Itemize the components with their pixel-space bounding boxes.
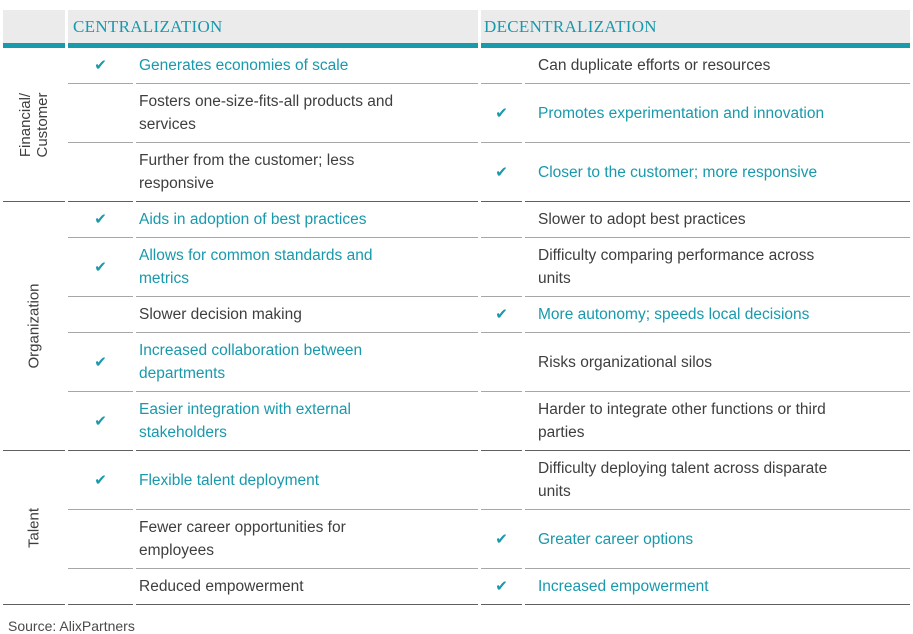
- centralization-cell: Slower decision making: [136, 297, 478, 333]
- centralization-cell: Reduced empowerment: [136, 569, 478, 605]
- check-icon: ✔: [495, 577, 508, 595]
- check-icon: ✔: [495, 162, 508, 181]
- table-row: Further from the customer; less responsi…: [3, 143, 911, 202]
- table-row: Organization ✔ Aids in adoption of best …: [3, 202, 911, 451]
- group-label-text: Organization: [25, 283, 43, 369]
- check-cell-left: ✔: [68, 238, 133, 297]
- centralization-cell: Fewer career opportunities for employees: [136, 510, 478, 569]
- table-row: Financial/ Customer ✔ Generates economie…: [3, 48, 911, 202]
- source-note: Source: AlixPartners: [8, 618, 135, 634]
- decentralization-cell: Harder to integrate other functions or t…: [525, 392, 911, 451]
- table-row: ✔ Allows for common standards and metric…: [3, 238, 911, 297]
- check-cell-right: [481, 202, 522, 238]
- check-cell-right: ✔: [481, 510, 522, 569]
- check-cell-right: [481, 238, 522, 297]
- check-cell-left: [68, 510, 133, 569]
- check-icon: ✔: [94, 352, 107, 371]
- check-icon: ✔: [94, 210, 107, 228]
- table-row: Reduced empowerment ✔ Increased empowerm…: [3, 569, 911, 605]
- check-icon: ✔: [94, 470, 107, 489]
- table-row: Slower decision making ✔ More autonomy; …: [3, 297, 911, 333]
- decentralization-cell: Greater career options: [525, 510, 911, 569]
- decentralization-cell: Risks organizational silos: [525, 333, 911, 392]
- check-icon: ✔: [94, 56, 107, 74]
- table-row: Talent ✔ Flexible talent deployment Diff…: [3, 451, 911, 605]
- decentralization-cell: Difficulty deploying talent across dispa…: [525, 451, 911, 510]
- check-cell-left: [68, 569, 133, 605]
- check-cell-left: ✔: [68, 333, 133, 392]
- centralization-decentralization-table: CENTRALIZATION DECENTRALIZATION Financia…: [0, 10, 913, 605]
- check-icon: ✔: [495, 529, 508, 548]
- decentralization-cell: Increased empowerment: [525, 569, 911, 605]
- check-cell-right: ✔: [481, 297, 522, 333]
- check-cell-right: [481, 392, 522, 451]
- table-row: ✔ Easier integration with external stake…: [3, 392, 911, 451]
- check-cell-right: ✔: [481, 569, 522, 605]
- check-cell-right: [481, 48, 522, 84]
- check-cell-right: ✔: [481, 84, 522, 143]
- column-header-decentralization: DECENTRALIZATION: [481, 10, 911, 48]
- check-cell-left: [68, 297, 133, 333]
- centralization-cell: Flexible talent deployment: [136, 451, 478, 510]
- group-label-talent: Talent: [3, 451, 65, 605]
- header-row: CENTRALIZATION DECENTRALIZATION: [3, 10, 911, 48]
- group-label-financial-customer: Financial/ Customer: [3, 48, 65, 202]
- check-cell-left: [68, 84, 133, 143]
- decentralization-cell: Closer to the customer; more responsive: [525, 143, 911, 202]
- check-cell-right: ✔: [481, 143, 522, 202]
- check-cell-left: ✔: [68, 48, 133, 84]
- header-spacer: [3, 10, 65, 48]
- centralization-cell: Aids in adoption of best practices: [136, 202, 478, 238]
- decentralization-cell: Can duplicate efforts or resources: [525, 48, 911, 84]
- centralization-cell: Increased collaboration between departme…: [136, 333, 478, 392]
- check-icon: ✔: [94, 411, 107, 430]
- table-row: Fewer career opportunities for employees…: [3, 510, 911, 569]
- check-cell-left: ✔: [68, 202, 133, 238]
- check-icon: ✔: [94, 257, 107, 276]
- group-label-text: Financial/ Customer: [17, 91, 51, 158]
- centralization-cell: Easier integration with external stakeho…: [136, 392, 478, 451]
- table-row: Fosters one-size-fits-all products and s…: [3, 84, 911, 143]
- check-cell-left: [68, 143, 133, 202]
- decentralization-cell: Difficulty comparing performance across …: [525, 238, 911, 297]
- check-icon: ✔: [495, 103, 508, 122]
- centralization-cell: Further from the customer; less responsi…: [136, 143, 478, 202]
- check-cell-left: ✔: [68, 451, 133, 510]
- centralization-cell: Fosters one-size-fits-all products and s…: [136, 84, 478, 143]
- table-row: ✔ Increased collaboration between depart…: [3, 333, 911, 392]
- centralization-cell: Allows for common standards and metrics: [136, 238, 478, 297]
- centralization-cell: Generates economies of scale: [136, 48, 478, 84]
- decentralization-cell: Slower to adopt best practices: [525, 202, 911, 238]
- decentralization-cell: Promotes experimentation and innovation: [525, 84, 911, 143]
- decentralization-cell: More autonomy; speeds local decisions: [525, 297, 911, 333]
- check-cell-right: [481, 451, 522, 510]
- check-icon: ✔: [495, 305, 508, 323]
- check-cell-right: [481, 333, 522, 392]
- check-cell-left: ✔: [68, 392, 133, 451]
- column-header-centralization: CENTRALIZATION: [68, 10, 478, 48]
- group-label-organization: Organization: [3, 202, 65, 451]
- group-label-text: Talent: [25, 507, 43, 548]
